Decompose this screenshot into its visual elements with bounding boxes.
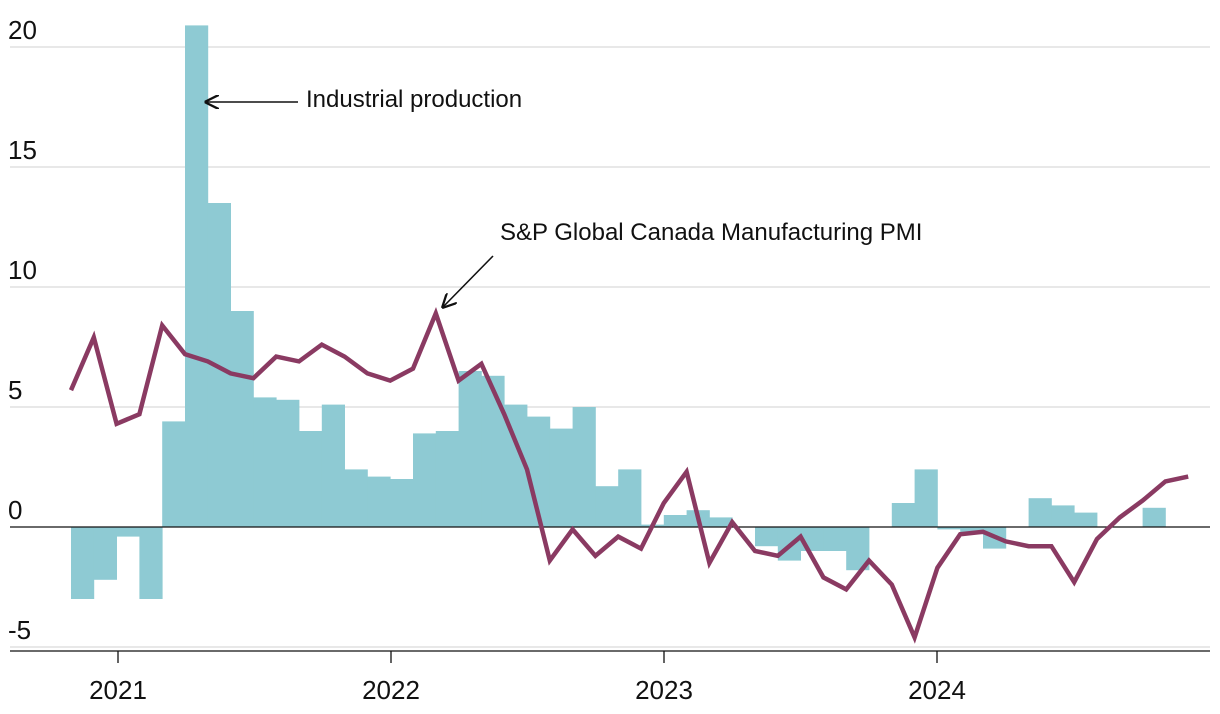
bar-industrial-production: [299, 431, 323, 527]
bar-industrial-production: [618, 469, 642, 527]
bar-industrial-production: [162, 421, 186, 527]
bar-industrial-production: [367, 476, 391, 527]
bar-industrial-production: [435, 431, 459, 527]
bar-industrial-production: [1142, 507, 1166, 527]
bar-industrial-production: [185, 25, 209, 528]
bar-series-industrial-production: [71, 25, 1166, 599]
line-series-pmi: [68, 307, 1189, 644]
y-tick-label: 5: [8, 375, 22, 405]
bar-industrial-production: [572, 407, 596, 527]
bar-industrial-production: [1074, 512, 1098, 527]
y-tick-label: 15: [8, 135, 37, 165]
y-tick-label: 0: [8, 495, 22, 525]
bar-industrial-production: [413, 433, 437, 527]
bar-industrial-production: [344, 469, 368, 527]
bar-industrial-production: [139, 527, 163, 599]
bar-industrial-production: [823, 527, 847, 551]
bar-industrial-production: [253, 397, 277, 527]
bar-industrial-production: [891, 503, 915, 527]
y-tick-label: 10: [8, 255, 37, 285]
tick-labels: 20 15 10 5 0 -5 2021 2022 2023 2024: [8, 15, 966, 705]
bar-industrial-production: [390, 479, 414, 527]
bar-industrial-production: [458, 371, 482, 527]
x-tick-label: 2022: [362, 675, 420, 705]
bar-industrial-production: [1028, 498, 1052, 527]
y-tick-label: -5: [8, 615, 31, 645]
pmi-annotation: S&P Global Canada Manufacturing PMI: [500, 219, 922, 246]
pmi-annotation-arrow: [443, 255, 494, 307]
bar-industrial-production: [276, 399, 300, 527]
bar-industrial-production: [1051, 505, 1075, 527]
bar-industrial-production: [914, 469, 938, 527]
x-tick-label: 2023: [635, 675, 693, 705]
bar-industrial-production: [230, 311, 254, 527]
axes: [10, 526, 1210, 663]
bar-industrial-production: [71, 527, 95, 599]
x-tick-label: 2021: [89, 675, 147, 705]
bar-industrial-production: [709, 517, 733, 527]
bar-industrial-production: [481, 375, 505, 527]
line-pmi: [68, 307, 1189, 644]
bar-industrial-production: [846, 527, 870, 571]
bar-industrial-production: [755, 527, 779, 547]
bar-industrial-production: [93, 527, 117, 580]
bar-industrial-production: [321, 404, 345, 527]
bar-industrial-production: [549, 428, 573, 527]
x-tick-label: 2024: [908, 675, 966, 705]
annotations: Industrial production S&P Global Canada …: [206, 86, 922, 307]
bar-industrial-production: [116, 527, 140, 537]
industrial-production-annotation: Industrial production: [306, 86, 522, 113]
bar-industrial-production: [937, 527, 961, 530]
bar-industrial-production: [595, 486, 619, 527]
y-tick-label: 20: [8, 15, 37, 45]
bar-industrial-production: [663, 515, 687, 527]
bar-industrial-production: [504, 404, 528, 527]
bar-industrial-production: [960, 527, 984, 535]
